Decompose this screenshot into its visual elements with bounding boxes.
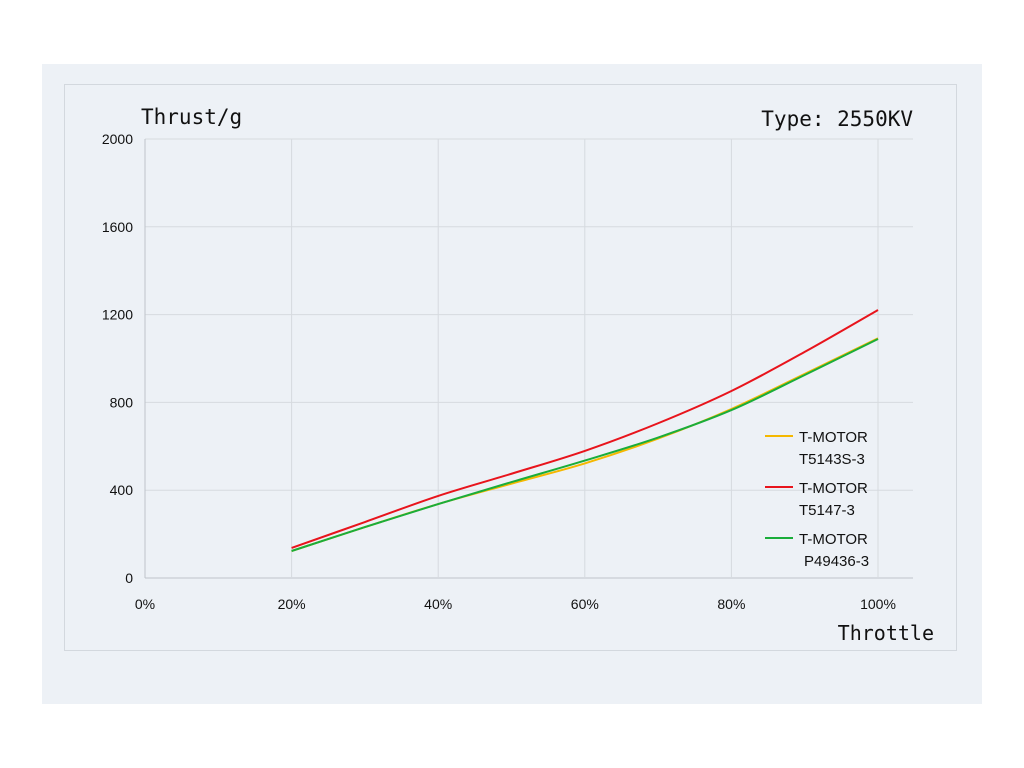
y-tick-label: 800 xyxy=(110,394,134,410)
x-tick-label: 0% xyxy=(135,596,155,612)
legend-label: T-MOTOR xyxy=(799,480,868,497)
y-tick-label: 400 xyxy=(110,482,134,498)
x-tick-label: 20% xyxy=(278,596,306,612)
y-axis-label: Thrust/g xyxy=(141,105,242,129)
legend-label: P49436-3 xyxy=(804,553,869,570)
y-tick-label: 1200 xyxy=(102,307,133,323)
x-tick-label: 60% xyxy=(571,596,599,612)
series-line-2 xyxy=(291,309,879,549)
chart-frame xyxy=(64,84,957,651)
x-tick-label: 40% xyxy=(424,596,452,612)
legend-label: T5147-3 xyxy=(799,502,855,519)
legend-label: T5143S-3 xyxy=(799,451,865,468)
legend-label: T-MOTOR xyxy=(799,531,868,548)
chart-title: Type: 2550KV xyxy=(761,107,913,131)
series-line-3 xyxy=(291,338,879,552)
y-tick-label: 2000 xyxy=(102,131,133,147)
x-tick-label: 100% xyxy=(860,596,896,612)
chart-panel xyxy=(42,64,982,704)
x-axis-label: Throttle xyxy=(838,621,934,645)
y-tick-label: 1600 xyxy=(102,219,133,235)
x-tick-label: 80% xyxy=(717,596,745,612)
legend-label: T-MOTOR xyxy=(799,429,868,446)
y-tick-label: 0 xyxy=(125,570,133,586)
